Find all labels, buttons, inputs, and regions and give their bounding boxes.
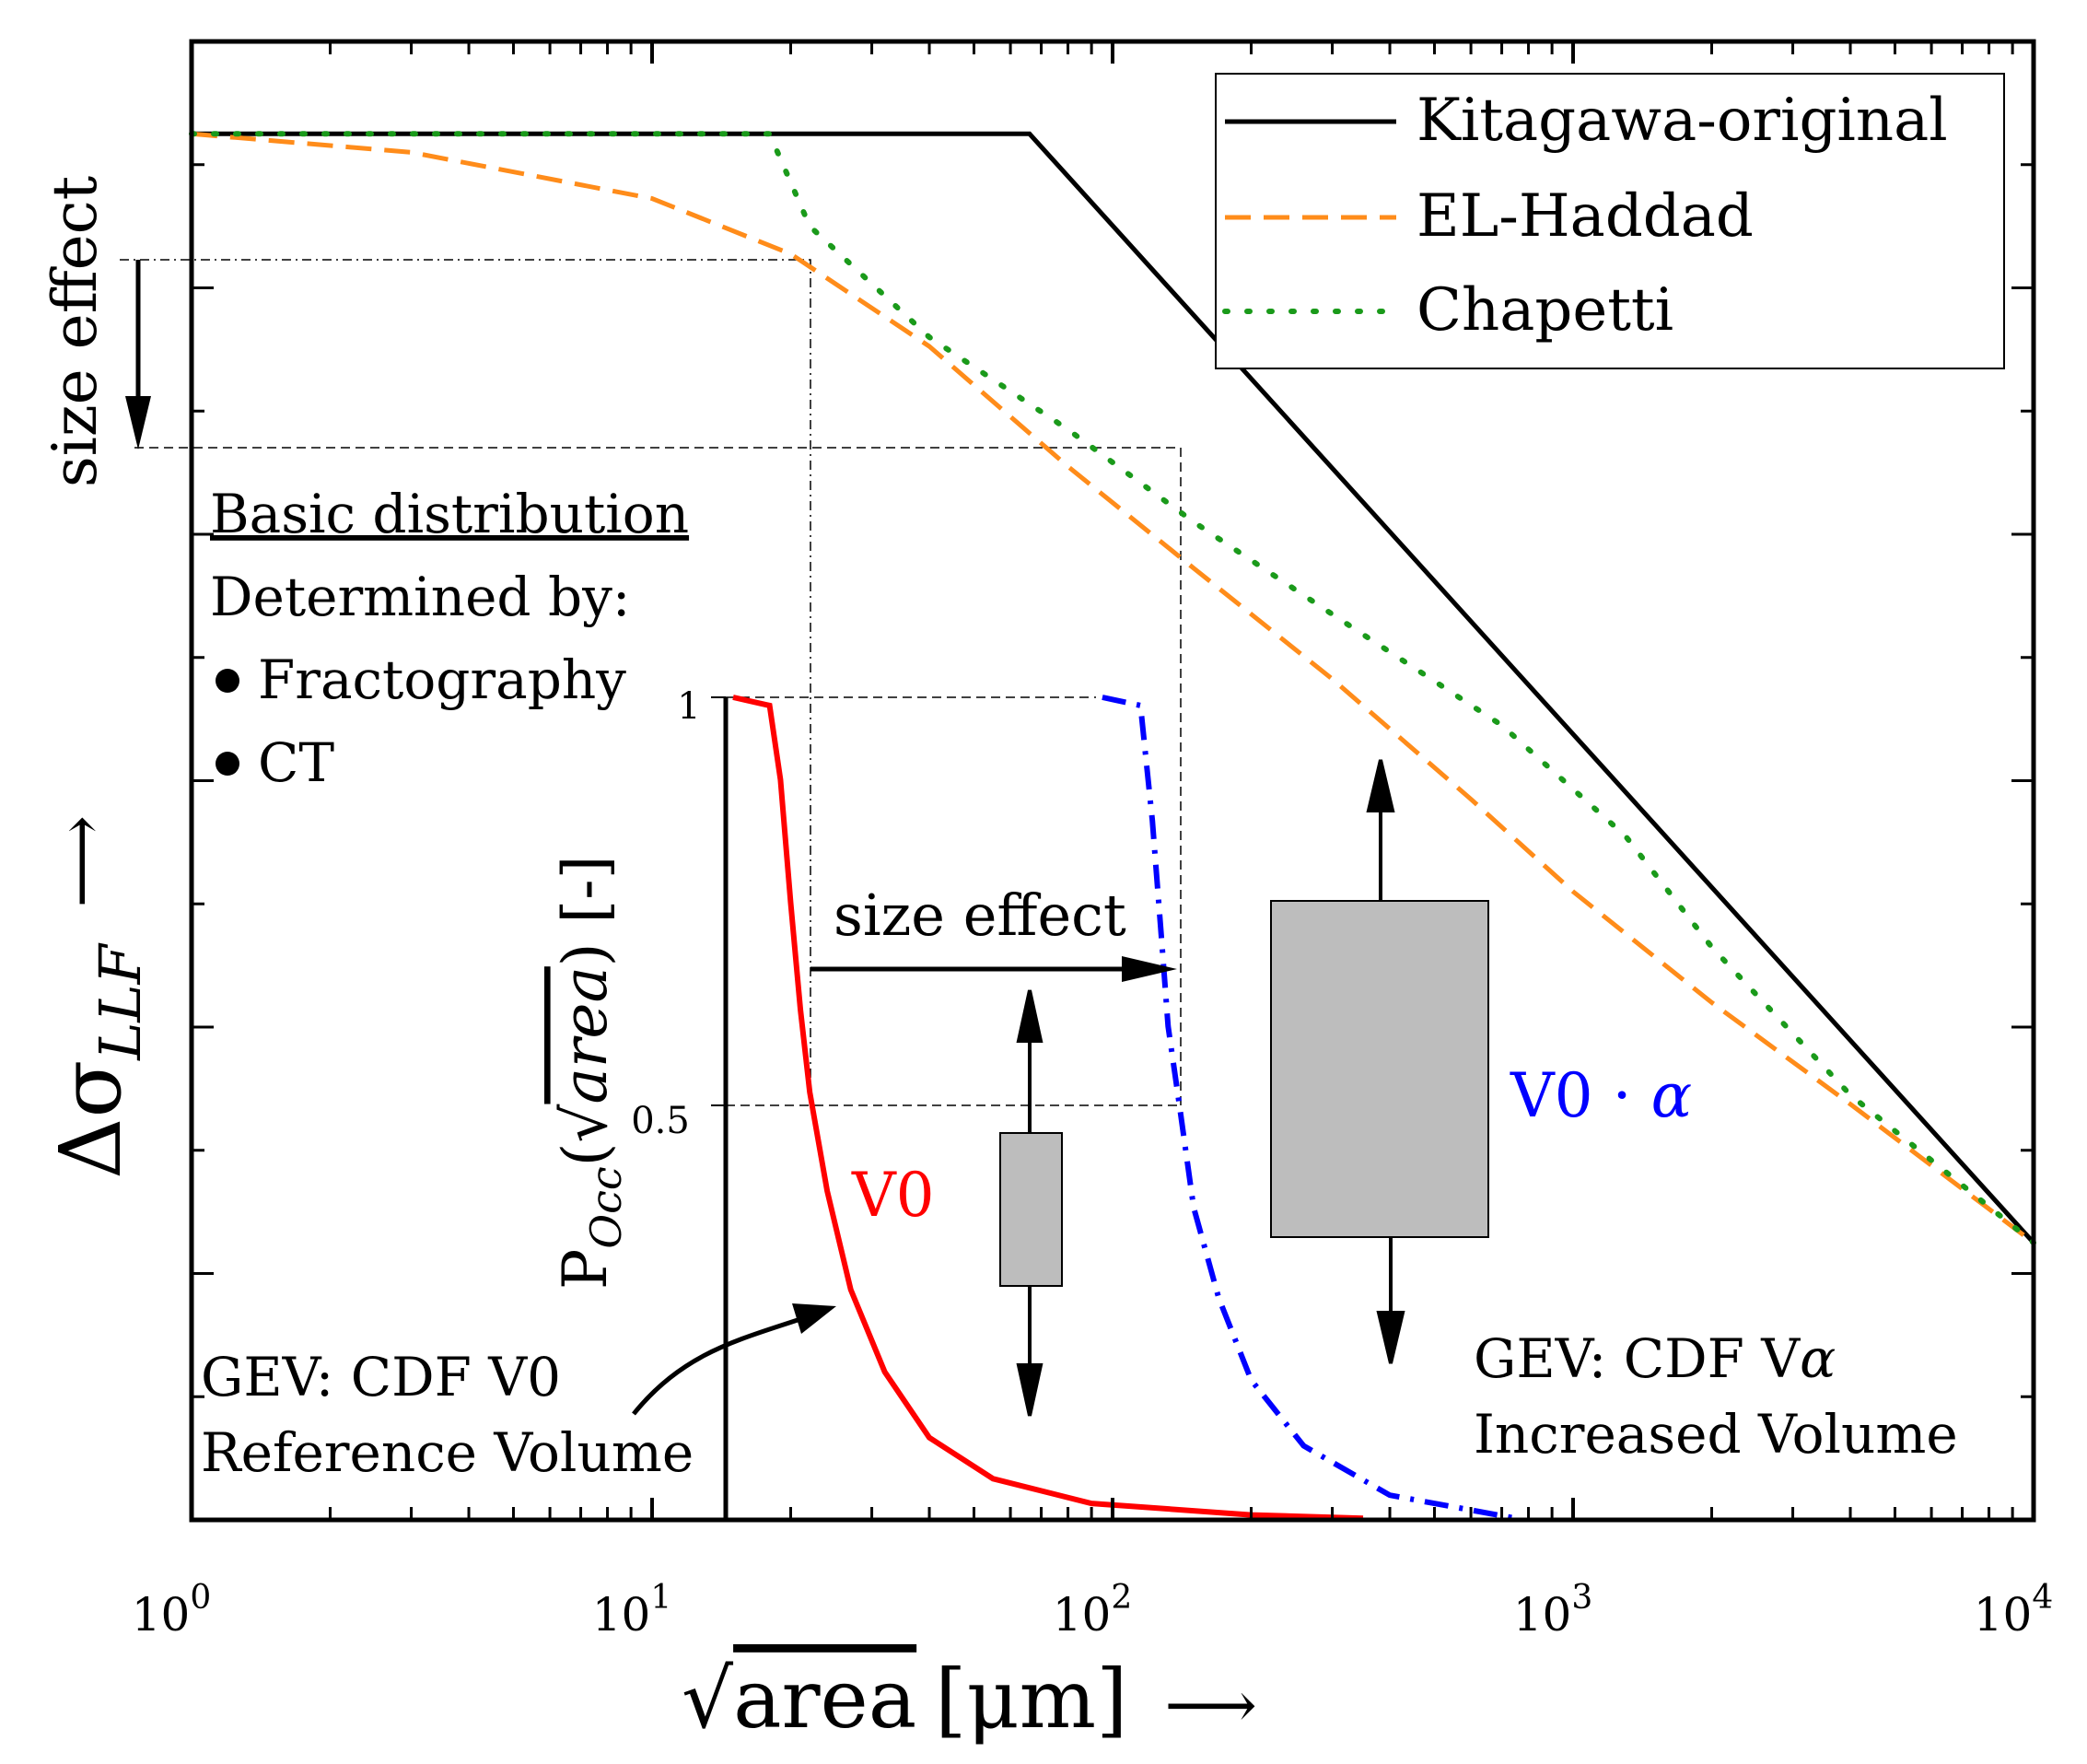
gev-va-line1: GEV: CDF Vα — [1474, 1327, 1836, 1390]
x-tick-labels: 100 101 102 103 104 — [132, 1579, 2054, 1641]
legend-label-elhaddad: EL-Haddad — [1417, 182, 1754, 251]
x-tick-label-base: 10 — [1513, 1588, 1572, 1641]
guide-lines — [120, 259, 1182, 1106]
size-effect-inset-arrow — [810, 956, 1177, 982]
x-axis-label-root: √ — [682, 1652, 734, 1746]
v0-alpha-label-alpha: α — [1651, 1060, 1693, 1131]
legend-label-chapetti: Chapetti — [1417, 276, 1673, 345]
gev-v0-pointer-arrow — [632, 1303, 836, 1416]
box-v0 — [999, 1132, 1063, 1287]
v0-alpha-label-main: V0 · — [1510, 1060, 1651, 1131]
v0-label: V0 — [851, 1160, 935, 1231]
y-axis-label-text: ΔσLLF ⟶ — [41, 815, 154, 1179]
inset-y-label-text: POcc(√area) [-] — [550, 856, 631, 1290]
legend: Kitagawa-original EL-Haddad Chapetti — [1215, 73, 2005, 369]
x-axis-label: √area [μm] ⟶ — [682, 1652, 1257, 1746]
x-tick-label-3: 103 — [1513, 1579, 1593, 1641]
inset-tick-label-1: 1 — [677, 685, 700, 728]
inset-y-label-close: ) — [550, 923, 621, 966]
y-axis-label-main: Δσ — [41, 1060, 140, 1179]
x-tick-label-2: 102 — [1053, 1579, 1133, 1641]
gev-va-line1-text: GEV: CDF V — [1474, 1327, 1801, 1390]
x-tick-label-base: 10 — [1974, 1588, 2033, 1641]
x-tick-label-exp: 2 — [1111, 1579, 1132, 1617]
size-effect-left-label: size effect — [40, 176, 111, 487]
y-axis-label-sub: LLF — [87, 942, 154, 1060]
gev-v0-line2: Reference Volume — [201, 1421, 694, 1484]
bullet-label-ct: CT — [258, 731, 334, 794]
x-tick-label-exp: 4 — [2032, 1579, 2053, 1617]
gev-v0-line1: GEV: CDF V0 — [201, 1346, 561, 1408]
x-tick-label-1: 101 — [592, 1579, 672, 1641]
guide-line-lower — [134, 447, 1182, 1105]
bullet-label-fractography: Fractography — [258, 648, 626, 711]
series-line-kitagawa-original — [192, 131, 2035, 1244]
inset-y-label: POcc(√area) [-] — [550, 856, 631, 1290]
x-tick-label-exp: 3 — [1571, 1579, 1592, 1617]
size-effect-inset-label: size effect — [834, 882, 1126, 949]
bullet-fractography — [216, 669, 239, 693]
x-tick-label-base: 10 — [132, 1588, 191, 1641]
size-effect-left-arrow — [125, 260, 151, 450]
x-tick-label-exp: 0 — [190, 1579, 211, 1617]
x-tick-label-base: 10 — [1053, 1588, 1112, 1641]
box-v0-alpha — [1270, 900, 1489, 1238]
v0-alpha-label: V0 · α — [1510, 1060, 1692, 1131]
gev-va-line1-alpha: α — [1800, 1327, 1836, 1390]
x-axis-label-unit: [μm] — [935, 1652, 1127, 1746]
series-line-chapetti — [189, 131, 2036, 1246]
guide-line-upper — [120, 259, 811, 1105]
gev-va-line2: Increased Volume — [1474, 1403, 1958, 1466]
inset-curve-v0 — [732, 695, 1364, 1522]
box-arrows — [1016, 759, 1405, 1417]
bullet-ct — [216, 752, 239, 776]
inset-y-label-open: (√ — [550, 1104, 621, 1167]
inset-y-label-unit: [-] — [550, 856, 621, 924]
inset-y-label-area: area — [550, 966, 621, 1104]
series-line-el-haddad — [191, 131, 2035, 1245]
basic-distribution-title: Basic distribution — [210, 483, 689, 545]
y-axis-label-arrow: ⟶ — [43, 815, 119, 907]
x-tick-label-base: 10 — [592, 1588, 651, 1641]
x-tick-label-exp: 1 — [650, 1579, 671, 1617]
x-axis-label-arrow: ⟶ — [1164, 1667, 1256, 1743]
inset-y-label-p: P — [550, 1249, 621, 1290]
legend-label-kitagawa: Kitagawa-original — [1417, 87, 1948, 155]
x-tick-label-0: 100 — [132, 1579, 212, 1641]
determined-by-label: Determined by: — [210, 566, 630, 628]
y-axis-label: ΔσLLF ⟶ — [41, 815, 154, 1179]
inset-y-label-sub: Occ — [581, 1166, 631, 1248]
inset-tick-label-05: 0.5 — [631, 1100, 690, 1142]
x-axis-label-area: area — [733, 1652, 916, 1746]
series-layer — [189, 131, 2036, 1522]
inset-curve-v0 — [1102, 695, 1517, 1522]
x-tick-label-4: 104 — [1974, 1579, 2054, 1641]
axis-ticks — [190, 41, 2035, 1520]
